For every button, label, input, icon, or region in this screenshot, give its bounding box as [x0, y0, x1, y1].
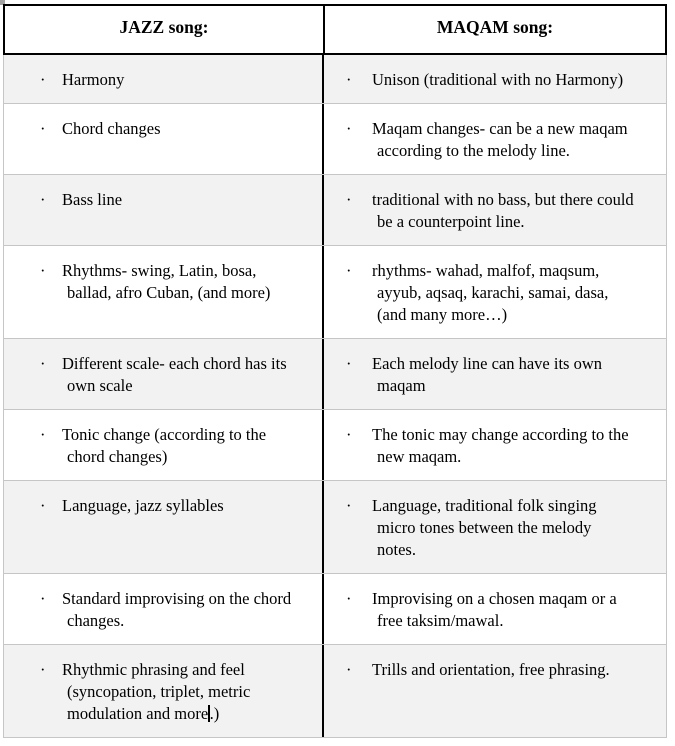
- cell-text: Trills and orientation, free phrasing.: [372, 660, 610, 679]
- cell-text: Different scale- each chord has its own …: [62, 354, 287, 395]
- jazz-cell-scale[interactable]: · Different scale- each chord has its own…: [4, 339, 324, 409]
- jazz-cell-language[interactable]: · Language, jazz syllables: [4, 481, 324, 573]
- bullet-icon: ·: [40, 119, 46, 138]
- bullet-icon: ·: [346, 261, 352, 280]
- table-row: · Rhythmic phrasing and feel (syncopation…: [4, 645, 666, 738]
- cell-text-after-caret: .): [209, 704, 220, 723]
- cell-text: Harmony: [62, 70, 125, 89]
- jazz-cell-tonic-change[interactable]: · Tonic change (according to the chord ch…: [4, 410, 324, 480]
- bullet-icon: ·: [40, 660, 46, 679]
- cell-text: Standard improvising on the chord change…: [62, 589, 292, 630]
- maqam-cell-tonic-change[interactable]: · The tonic may change according to the n…: [324, 410, 666, 480]
- bullet-icon: ·: [346, 70, 352, 89]
- maqam-cell-improvising[interactable]: · Improvising on a chosen maqam or a free…: [324, 574, 666, 644]
- bullet-icon: ·: [40, 496, 46, 515]
- bullet-icon: ·: [346, 425, 352, 444]
- jazz-cell-phrasing[interactable]: · Rhythmic phrasing and feel (syncopation…: [4, 645, 324, 737]
- cell-text: Rhythms- swing, Latin, bosa, ballad, afr…: [62, 261, 271, 302]
- jazz-cell-improvising[interactable]: · Standard improvising on the chord chang…: [4, 574, 324, 644]
- maqam-cell-unison[interactable]: · Unison (traditional with no Harmony): [324, 55, 666, 103]
- cell-text: rhythms- wahad, malfof, maqsum, ayyub, a…: [372, 261, 609, 324]
- cell-text: Improvising on a chosen maqam or a free …: [372, 589, 617, 630]
- maqam-cell-trills[interactable]: · Trills and orientation, free phrasing.: [324, 645, 666, 737]
- table-row: · Harmony · Unison (traditional with no Ha…: [4, 55, 666, 104]
- bullet-icon: ·: [40, 354, 46, 373]
- cell-text: The tonic may change according to the ne…: [372, 425, 629, 466]
- maqam-cell-no-bass[interactable]: · traditional with no bass, but there cou…: [324, 175, 666, 245]
- table-row: · Tonic change (according to the chord ch…: [4, 410, 666, 481]
- cell-text: Each melody line can have its own maqam: [372, 354, 603, 395]
- table-row: · Rhythms- swing, Latin, bosa, ballad, af…: [4, 246, 666, 339]
- bullet-icon: ·: [346, 496, 352, 515]
- jazz-cell-harmony[interactable]: · Harmony: [4, 55, 324, 103]
- bullet-icon: ·: [40, 261, 46, 280]
- cell-text: Unison (traditional with no Harmony): [372, 70, 624, 89]
- bullet-icon: ·: [40, 190, 46, 209]
- bullet-icon: ·: [346, 190, 352, 209]
- cell-text: Chord changes: [62, 119, 161, 138]
- jazz-cell-rhythms[interactable]: · Rhythms- swing, Latin, bosa, ballad, af…: [4, 246, 324, 338]
- table-row: · Chord changes · Maqam changes- can be a …: [4, 104, 666, 175]
- cell-text: Language, traditional folk singing micro…: [372, 496, 597, 559]
- bullet-icon: ·: [346, 354, 352, 373]
- bullet-icon: ·: [346, 589, 352, 608]
- cell-text: Tonic change (according to the chord cha…: [62, 425, 267, 466]
- bullet-icon: ·: [40, 425, 46, 444]
- bullet-icon: ·: [40, 589, 46, 608]
- cell-text: Maqam changes- can be a new maqam accord…: [372, 119, 628, 160]
- maqam-cell-maqam-changes[interactable]: · Maqam changes- can be a new maqam accor…: [324, 104, 666, 174]
- header-jazz[interactable]: JAZZ song:: [5, 6, 325, 53]
- cell-text: traditional with no bass, but there coul…: [372, 190, 634, 231]
- cell-text: Language, jazz syllables: [62, 496, 224, 515]
- maqam-cell-rhythms[interactable]: · rhythms- wahad, malfof, maqsum, ayyub, …: [324, 246, 666, 338]
- table-row: · Different scale- each chord has its own…: [4, 339, 666, 410]
- table-row: · Standard improvising on the chord chang…: [4, 574, 666, 645]
- bullet-icon: ·: [346, 119, 352, 138]
- bullet-icon: ·: [40, 70, 46, 89]
- header-maqam[interactable]: MAQAM song:: [436, 17, 554, 37]
- table-resize-handle[interactable]: [0, 0, 5, 5]
- cell-text: Rhythmic phrasing and feel (syncopation,…: [62, 659, 314, 725]
- cell-text-before-caret: Rhythmic phrasing and feel (syncopation,…: [62, 660, 251, 723]
- table-body: · Harmony · Unison (traditional with no Ha…: [3, 55, 667, 738]
- table-header-row: JAZZ song: MAQAM song:: [3, 4, 667, 55]
- maqam-cell-language[interactable]: · Language, traditional folk singing micr…: [324, 481, 666, 573]
- table-row: · Language, jazz syllables · Language, tra…: [4, 481, 666, 574]
- maqam-cell-melody-maqam[interactable]: · Each melody line can have its own maqam: [324, 339, 666, 409]
- jazz-cell-chord-changes[interactable]: · Chord changes: [4, 104, 324, 174]
- jazz-cell-bass-line[interactable]: · Bass line: [4, 175, 324, 245]
- table-row: · Bass line · traditional with no bass, bu…: [4, 175, 666, 246]
- bullet-icon: ·: [346, 660, 352, 679]
- text-cursor: [208, 705, 210, 722]
- comparison-table: JAZZ song: MAQAM song: · Harmony · Unison …: [3, 4, 667, 738]
- cell-text: Bass line: [62, 190, 123, 209]
